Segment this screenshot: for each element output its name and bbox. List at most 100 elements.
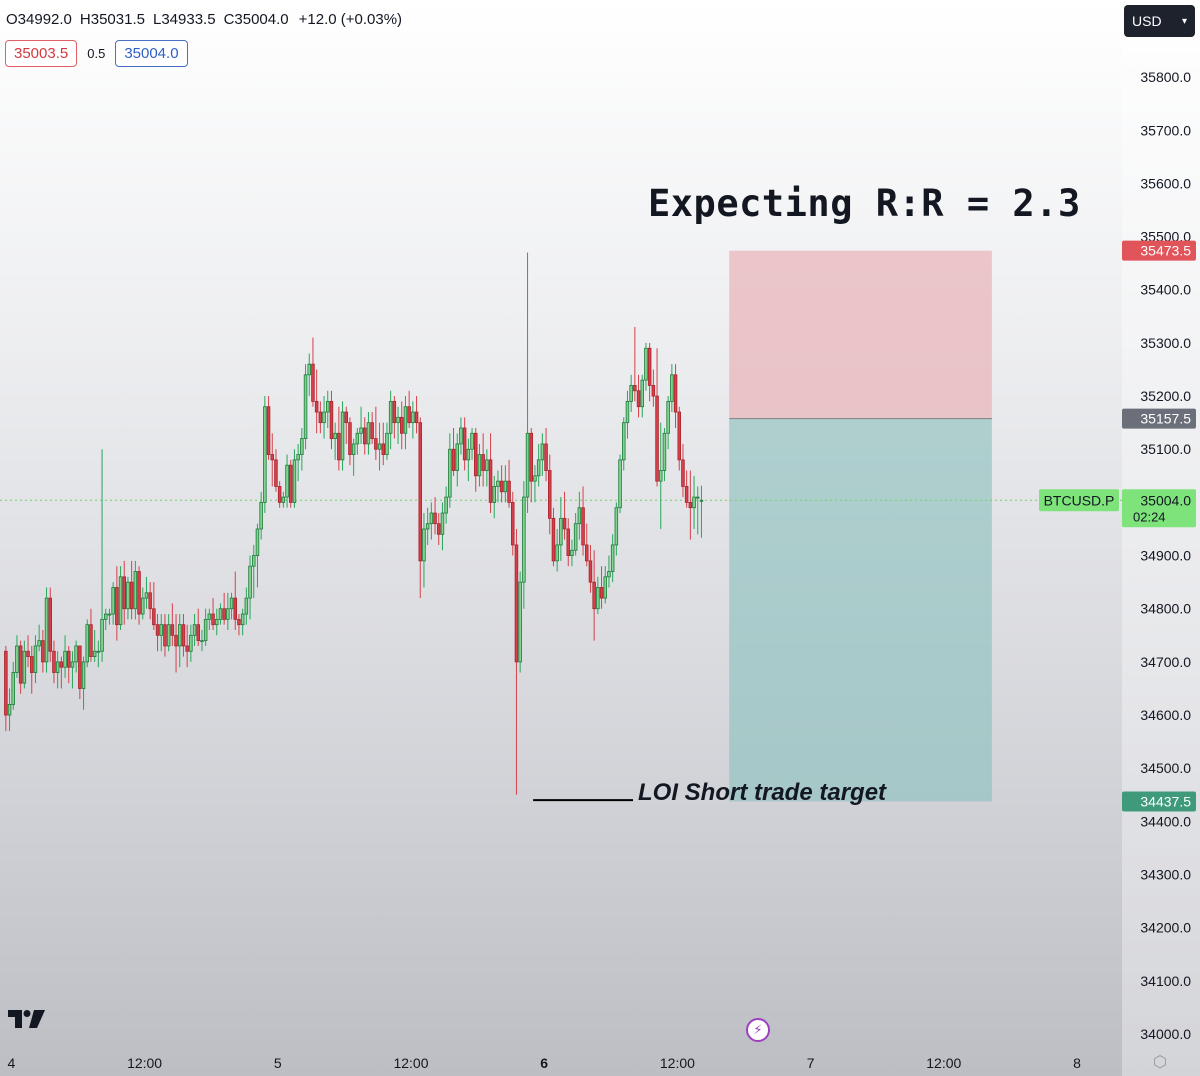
candle <box>629 374 633 413</box>
candle-body <box>651 385 656 397</box>
candle <box>651 369 656 407</box>
currency-selector[interactable]: USD ▾ <box>1124 5 1195 37</box>
candle-body <box>662 432 667 471</box>
reward-zone[interactable] <box>729 418 992 802</box>
candle <box>355 427 360 455</box>
candle-body <box>522 496 526 583</box>
candle-body <box>126 581 130 610</box>
candle <box>659 422 663 529</box>
candle-body <box>488 459 493 503</box>
candle-body <box>177 624 182 647</box>
candle <box>18 640 23 694</box>
tradingview-logo-icon[interactable] <box>8 1008 48 1032</box>
candle <box>259 491 263 540</box>
candle <box>233 571 237 630</box>
candle <box>359 406 363 444</box>
candle <box>15 635 19 678</box>
candle <box>251 544 256 599</box>
candle <box>444 486 448 524</box>
candle-body <box>255 528 260 556</box>
sell-price-button[interactable]: 35003.5 <box>5 40 78 67</box>
candle <box>237 614 241 636</box>
candle-body <box>70 661 75 668</box>
candle-body <box>525 432 530 498</box>
candle-body <box>292 459 297 503</box>
candle <box>311 337 315 407</box>
candle-body <box>596 587 600 610</box>
candle <box>514 528 519 795</box>
candle <box>59 656 64 689</box>
candle-body <box>333 432 337 440</box>
countdown-label: 02:24 <box>1133 509 1166 524</box>
candle-body <box>529 432 534 482</box>
candle-body <box>555 544 559 562</box>
flash-icon[interactable]: ⚡ <box>746 1018 770 1042</box>
candle <box>255 523 260 588</box>
settings-icon[interactable]: ⬡ <box>1153 1054 1167 1071</box>
target-price-label-bg <box>1122 791 1196 812</box>
candle-body <box>548 470 552 519</box>
candle <box>403 396 408 450</box>
candle-body <box>329 400 334 440</box>
candle-body <box>166 624 171 647</box>
candle-body <box>41 640 45 663</box>
time-tick-label: 5 <box>274 1055 282 1071</box>
candle <box>288 459 293 508</box>
candle-body <box>277 486 282 503</box>
candle-body <box>411 411 415 424</box>
candle <box>429 502 434 540</box>
candle <box>218 603 223 625</box>
candle <box>67 645 71 684</box>
candle-body <box>459 427 463 445</box>
position-tool[interactable] <box>729 250 992 802</box>
time-axis[interactable]: 4 12:00 5 12:00 6 12:00 7 12:00 8 <box>8 1055 1082 1071</box>
candle-body <box>155 624 160 636</box>
candle <box>448 433 452 508</box>
candle <box>436 513 441 545</box>
candle <box>7 688 12 732</box>
candle-body <box>573 523 578 551</box>
candle <box>81 656 86 710</box>
candle <box>248 555 252 620</box>
candle <box>115 566 119 641</box>
candle <box>226 592 230 630</box>
candle-body <box>577 507 582 525</box>
candle-body <box>96 650 101 653</box>
candle-body <box>44 597 49 663</box>
candle <box>92 630 97 662</box>
candle-body <box>477 454 482 477</box>
price-axis-labels: 35473.5 35157.5 34437.5 BTCUSD.P 35004.002:2… <box>1039 240 1196 812</box>
candle <box>174 614 178 673</box>
current-price-label: 35004.0 <box>1140 492 1191 508</box>
candle <box>137 566 141 625</box>
candle-body <box>448 448 452 498</box>
candle-body <box>344 411 348 424</box>
candle <box>281 491 286 508</box>
headline-annotation[interactable]: Expecting R:R = 2.3 <box>648 182 1081 225</box>
buy-price-button[interactable]: 35004.0 <box>115 40 188 67</box>
candle-body <box>436 523 441 535</box>
candle-body <box>214 618 219 626</box>
candle-body <box>89 624 93 657</box>
candle <box>129 560 134 620</box>
entry-price-label-bg <box>1122 408 1196 429</box>
candle-body <box>348 422 352 455</box>
risk-zone[interactable] <box>729 250 992 419</box>
price-axis[interactable]: 35900.035800.035700.035600.035500.035400… <box>1140 16 1191 1042</box>
current-price-label-bg <box>1122 489 1196 528</box>
candle <box>485 449 489 487</box>
candle-body <box>15 645 19 673</box>
bid-ask-panel: 35003.5 0.5 35004.0 <box>5 40 188 67</box>
candle-body <box>503 480 508 493</box>
candle <box>388 390 393 450</box>
candle <box>544 427 548 482</box>
candle-body <box>696 496 700 499</box>
candle-body <box>85 624 90 663</box>
candle <box>181 614 186 657</box>
candle-body <box>259 502 263 530</box>
target-annotation[interactable]: LOI Short trade target <box>638 779 887 806</box>
time-tick-label: 7 <box>807 1055 815 1071</box>
candle <box>562 491 567 540</box>
time-tick-label: 12:00 <box>393 1055 428 1071</box>
